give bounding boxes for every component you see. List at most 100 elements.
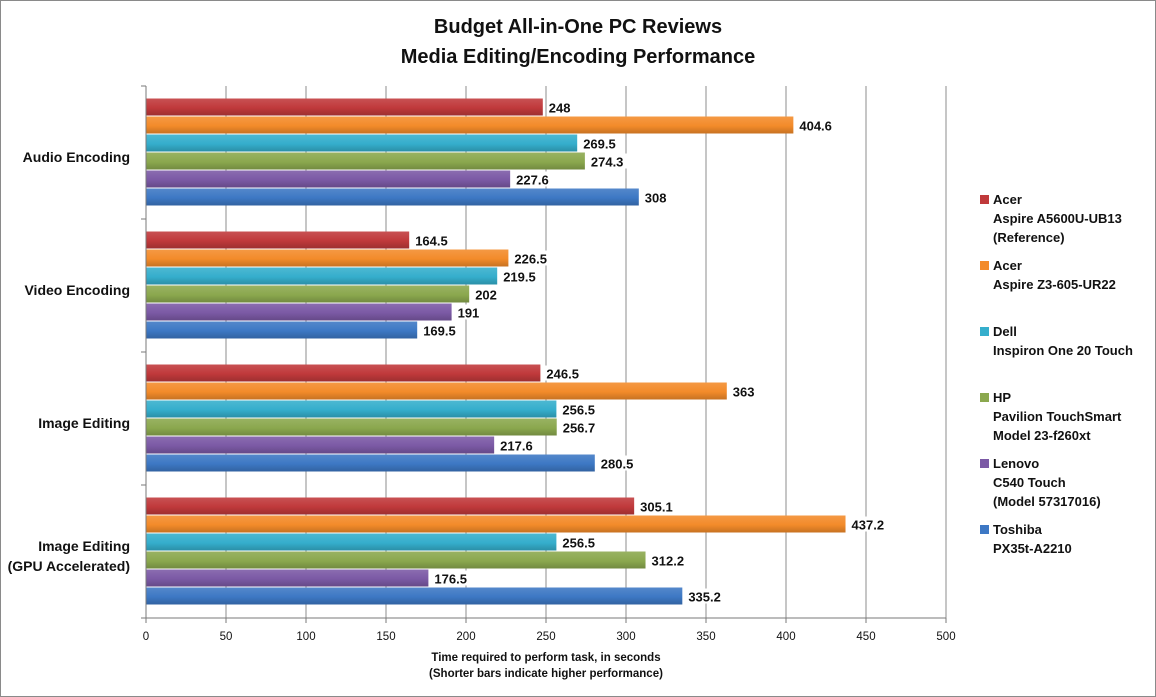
data-label-bg (686, 588, 731, 604)
data-label: 256.7 (563, 421, 596, 436)
data-label: 248 (549, 101, 571, 116)
legend-swatch (980, 195, 989, 204)
data-labels: 248 404.6 269.5 274.3 227.6 308 164.5 226.5 219.… (413, 99, 894, 605)
bar (146, 454, 595, 472)
data-label-bg (501, 268, 546, 284)
legend-swatch (980, 525, 989, 534)
data-label-bg (730, 383, 759, 399)
data-label: 280.5 (601, 457, 634, 472)
bar (146, 116, 794, 134)
category-label: Image Editing (38, 413, 130, 433)
data-label: 202 (475, 288, 497, 303)
x-tick-label: 250 (536, 631, 555, 643)
bar (146, 134, 578, 152)
data-label: 217.6 (500, 439, 533, 454)
x-axis-title: Time required to perform task, in second… (146, 650, 946, 682)
bar (146, 569, 429, 587)
data-label: 363 (733, 385, 755, 400)
data-label: 437.2 (852, 518, 885, 533)
category-label-line: Image Editing (38, 537, 130, 554)
bar (146, 249, 509, 267)
x-tick-label: 50 (220, 631, 233, 643)
data-label-bg (473, 286, 502, 302)
data-label-bg (560, 419, 605, 435)
data-label-bg (413, 232, 458, 248)
legend-label: Dell Inspiron One 20 Touch (993, 324, 1133, 358)
data-label-bg (560, 401, 605, 417)
bar (146, 551, 646, 569)
data-label-bg (546, 99, 575, 115)
data-label-bg (642, 189, 671, 205)
legend-label: Lenovo C540 Touch (Model 57317016) (993, 456, 1101, 509)
x-tick-label: 0 (143, 631, 149, 643)
bar (146, 231, 410, 249)
data-label-bg (638, 498, 683, 514)
data-label-bg (649, 552, 694, 568)
data-label-bg (544, 365, 589, 381)
data-label: 335.2 (688, 590, 721, 605)
data-label: 219.5 (503, 270, 536, 285)
x-tick-label: 350 (696, 631, 715, 643)
data-label-bg (598, 455, 643, 471)
x-tick-label: 500 (936, 631, 955, 643)
bar (146, 98, 543, 116)
data-label: 308 (645, 191, 667, 206)
data-label-bg (432, 570, 477, 586)
bar (146, 418, 557, 436)
data-label-bg (797, 117, 842, 133)
bar (146, 364, 541, 382)
legend-label: HP Pavilion TouchSmart Model 23-f260xt (993, 390, 1122, 443)
bar (146, 170, 511, 188)
bar (146, 321, 418, 339)
bar (146, 497, 635, 515)
data-label-bg (581, 135, 626, 151)
x-tick-label: 100 (296, 631, 315, 643)
x-tick-label: 200 (456, 631, 475, 643)
legend-swatch (980, 327, 989, 336)
chart-title: Budget All-in-One PC Reviews Media Editi… (0, 12, 1156, 72)
legend-label: Toshiba PX35t-A2210 (993, 522, 1072, 556)
bar (146, 188, 639, 206)
category-label: Video Encoding (24, 280, 130, 300)
category-label: Image Editing (GPU Accelerated) (8, 536, 130, 576)
data-label-bg (512, 250, 557, 266)
chart-subtitle: Media Editing/Encoding Performance (400, 46, 756, 68)
category-label-line: Image Editing (38, 414, 130, 431)
bar (146, 515, 846, 533)
bars (146, 98, 846, 605)
bar (146, 400, 557, 418)
category-label-line: Audio Encoding (22, 148, 130, 165)
x-tick-label: 400 (776, 631, 795, 643)
legend-swatch (980, 459, 989, 468)
x-tick-label: 300 (616, 631, 635, 643)
data-label-bg (849, 516, 894, 532)
bar (146, 587, 683, 605)
data-label-bg (421, 322, 466, 338)
bar (146, 533, 557, 551)
data-label-bg (588, 153, 633, 169)
bar (146, 285, 470, 303)
data-label: 312.2 (652, 554, 685, 569)
legend-label: Acer Aspire A5600U-UB13 (Reference) (993, 192, 1122, 245)
bar (146, 436, 495, 454)
bar (146, 382, 727, 400)
category-label-line: Video Encoding (24, 281, 130, 298)
data-label-bg (560, 534, 605, 550)
x-axis-note: (Shorter bars indicate higher performanc… (429, 668, 663, 680)
data-label: 256.5 (562, 536, 595, 551)
data-label: 227.6 (516, 173, 549, 188)
axes (141, 85, 947, 623)
x-tick-label: 450 (856, 631, 875, 643)
bar (146, 267, 498, 285)
data-label: 274.3 (591, 155, 624, 170)
legend-swatch (980, 261, 989, 270)
x-axis-label: Time required to perform task, in second… (431, 652, 661, 664)
data-label: 256.5 (562, 403, 595, 418)
chart-title-line1: Budget All-in-One PC Reviews (433, 16, 723, 38)
legend-swatch (980, 393, 989, 402)
data-label: 191 (458, 306, 480, 321)
data-label-bg (498, 437, 543, 453)
data-label: 169.5 (423, 324, 456, 339)
data-label-bg (514, 171, 559, 187)
x-tick-labels: 0 50 100 150 200 250 300 350 400 450 500 (143, 631, 956, 643)
